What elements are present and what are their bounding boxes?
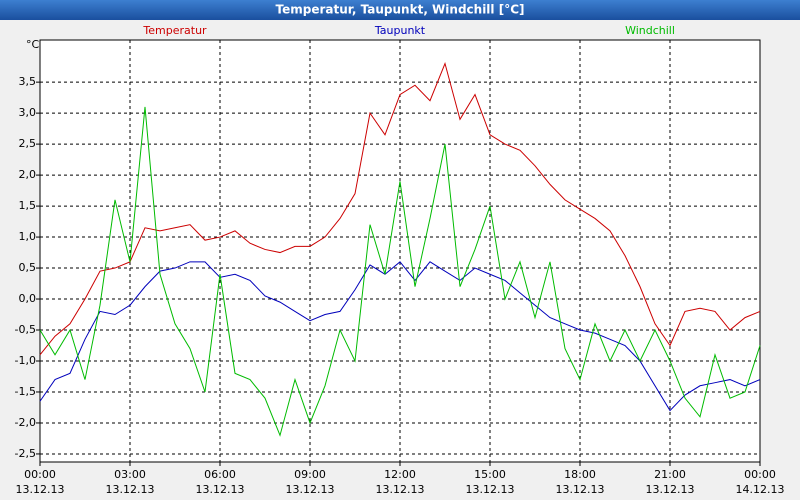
y-tick-label: 1,0 xyxy=(19,230,37,243)
x-tick-date: 13.12.13 xyxy=(466,483,515,496)
x-tick-label: 21:00 xyxy=(654,468,686,481)
x-tick-date: 13.12.13 xyxy=(16,483,65,496)
x-tick-label: 03:00 xyxy=(114,468,146,481)
legend-entry: Temperatur xyxy=(142,24,207,37)
y-tick-label: -2,0 xyxy=(15,416,36,429)
x-tick-label: 18:00 xyxy=(564,468,596,481)
x-tick-label: 06:00 xyxy=(204,468,236,481)
x-tick-date: 13.12.13 xyxy=(196,483,245,496)
y-unit: °C xyxy=(26,38,40,51)
x-tick-date: 13.12.13 xyxy=(106,483,155,496)
x-tick-label: 09:00 xyxy=(294,468,326,481)
y-tick-label: 3,0 xyxy=(19,106,37,119)
x-tick-date: 13.12.13 xyxy=(556,483,605,496)
y-tick-label: -1,5 xyxy=(15,385,36,398)
y-tick-label: -0,5 xyxy=(15,323,36,336)
chart-title: Temperatur, Taupunkt, Windchill [°C] xyxy=(276,3,525,17)
y-tick-label: 2,5 xyxy=(19,137,37,150)
y-tick-label: 2,0 xyxy=(19,168,37,181)
x-tick-date: 13.12.13 xyxy=(646,483,695,496)
legend-entry: Windchill xyxy=(625,24,675,37)
x-tick-label: 00:00 xyxy=(744,468,776,481)
y-tick-label: -1,0 xyxy=(15,354,36,367)
legend-entry: Taupunkt xyxy=(374,24,426,37)
y-tick-label: 0,5 xyxy=(19,261,37,274)
line-series xyxy=(39,106,761,437)
x-tick-label: 00:00 xyxy=(24,468,56,481)
x-tick-date: 13.12.13 xyxy=(286,483,335,496)
line-series xyxy=(39,61,761,356)
x-tick-date: 14.12.13 xyxy=(736,483,785,496)
y-tick-label: 1,5 xyxy=(19,199,37,212)
x-tick-label: 15:00 xyxy=(474,468,506,481)
y-tick-label: -2,5 xyxy=(15,447,36,460)
x-tick-label: 12:00 xyxy=(384,468,416,481)
title-bar xyxy=(0,0,800,20)
y-tick-label: 0,0 xyxy=(19,292,37,305)
y-tick-label: 3,5 xyxy=(19,75,37,88)
x-tick-date: 13.12.13 xyxy=(376,483,425,496)
